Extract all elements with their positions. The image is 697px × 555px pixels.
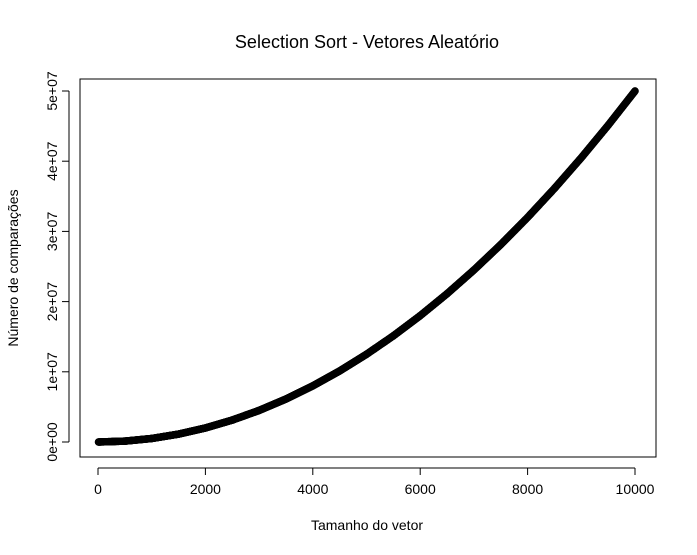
data-point (443, 289, 451, 298)
data-point (147, 434, 156, 443)
data-point (631, 87, 639, 95)
data-points (94, 87, 639, 446)
data-point (362, 350, 371, 359)
x-tick-label: 2000 (190, 481, 221, 497)
data-point (335, 367, 344, 375)
plot-frame (79, 78, 657, 458)
y-axis-title: Número de comparações (5, 189, 21, 346)
data-point (550, 184, 559, 193)
x-tick-label: 6000 (405, 481, 436, 497)
x-tick-label: 8000 (512, 481, 543, 497)
data-point (389, 332, 398, 340)
x-tick-label: 0 (94, 481, 102, 497)
x-tick-label: 10000 (616, 481, 655, 497)
data-point (523, 213, 532, 222)
y-tick-label: 2e+07 (44, 282, 60, 322)
y-tick-label: 0e+00 (44, 422, 60, 462)
y-tick-label: 4e+07 (44, 141, 60, 181)
data-point (121, 437, 129, 445)
y-tick-label: 5e+07 (44, 71, 60, 111)
y-tick-label: 3e+07 (44, 212, 60, 252)
data-point (201, 424, 210, 432)
x-axis-title: Tamanho do vetor (311, 517, 423, 533)
data-point (94, 438, 103, 446)
data-point (496, 240, 505, 249)
x-tick-label: 4000 (297, 481, 328, 497)
data-point (228, 416, 237, 424)
x-axis: 0 2000 4000 6000 8000 10000 (94, 467, 655, 497)
data-point (282, 395, 290, 403)
data-point (604, 121, 612, 130)
data-point (255, 406, 263, 415)
y-axis: 0e+00 1e+07 2e+07 3e+07 4e+07 5e+07 (44, 71, 70, 462)
data-point (174, 430, 183, 438)
y-tick-label: 1e+07 (44, 352, 60, 392)
data-point (416, 311, 424, 320)
data-point (577, 153, 586, 162)
data-point (309, 382, 317, 390)
data-point (470, 266, 478, 274)
chart-title: Selection Sort - Vetores Aleatório (235, 32, 499, 52)
